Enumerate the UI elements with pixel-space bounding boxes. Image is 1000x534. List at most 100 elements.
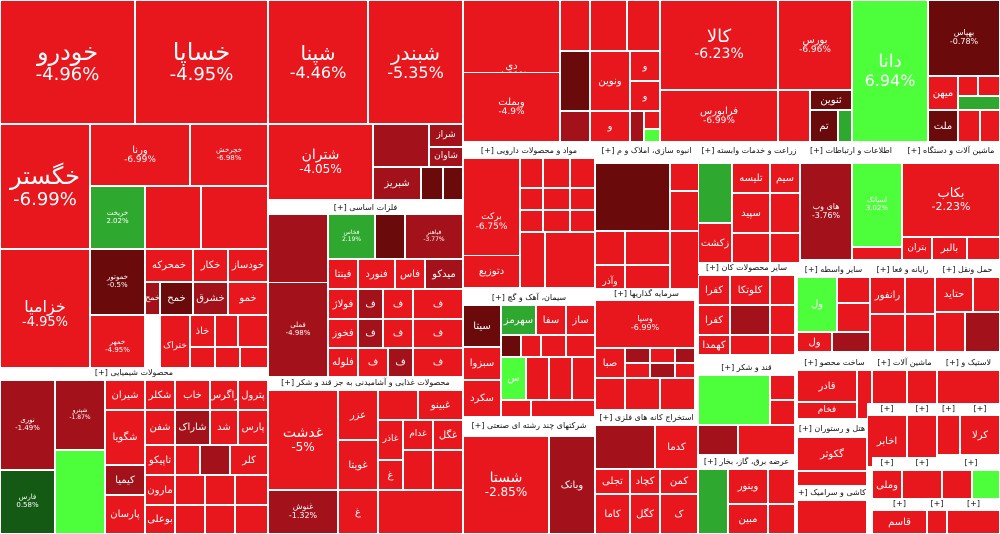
stock-tile[interactable]: خموتور -0.5%: [90, 249, 145, 315]
stock-tile[interactable]: [942, 470, 972, 500]
stock-tile[interactable]: [590, 0, 627, 51]
stock-tile[interactable]: ف: [413, 348, 463, 377]
stock-tile[interactable]: [238, 315, 268, 347]
stock-tile[interactable]: نوری -1.49%: [0, 380, 55, 470]
stock-tile[interactable]: خگستر -6.99%: [0, 124, 90, 249]
sector-header[interactable]: انبوه سازی، املاک و م [+]: [595, 145, 698, 157]
stock-tile[interactable]: [935, 312, 965, 352]
stock-tile[interactable]: [650, 363, 675, 378]
sector-header[interactable]: [+]: [927, 498, 947, 510]
sector-header[interactable]: فلزات اساسی [+]: [268, 202, 463, 214]
stock-tile[interactable]: کگل: [630, 494, 660, 534]
stock-tile[interactable]: [375, 214, 405, 259]
stock-tile[interactable]: [730, 305, 770, 335]
stock-tile[interactable]: تاپیکو: [145, 445, 175, 475]
stock-tile[interactable]: خچرخش -6.98%: [190, 124, 268, 186]
stock-tile[interactable]: غدام: [403, 420, 433, 450]
stock-tile[interactable]: [378, 490, 463, 534]
stock-tile[interactable]: فلوله: [328, 348, 358, 377]
stock-tile[interactable]: [373, 124, 429, 167]
stock-tile[interactable]: گکوثر: [797, 437, 867, 471]
stock-tile[interactable]: بکاب -2.23%: [902, 163, 1000, 237]
sector-header[interactable]: [+]: [867, 403, 907, 415]
stock-tile[interactable]: [958, 110, 980, 142]
stock-tile[interactable]: فخام: [797, 402, 857, 419]
sector-header[interactable]: هتل و رستوران [+]: [797, 423, 867, 435]
stock-tile[interactable]: وبملت -4.9%: [463, 72, 560, 142]
stock-tile[interactable]: [644, 129, 660, 142]
stock-tile[interactable]: [570, 158, 595, 188]
stock-tile[interactable]: [937, 415, 960, 455]
stock-tile[interactable]: مبین: [728, 504, 768, 534]
stock-tile[interactable]: شگویا: [105, 410, 145, 465]
stock-tile[interactable]: شراز: [429, 124, 463, 147]
stock-tile[interactable]: پترول: [238, 380, 268, 410]
stock-tile[interactable]: [541, 335, 566, 357]
stock-tile[interactable]: [965, 312, 1000, 352]
stock-tile[interactable]: [443, 167, 463, 200]
sector-header[interactable]: محصولات غذایی و آشامیدنی به جز قند و شکر…: [268, 377, 463, 389]
sector-header[interactable]: سرمایه گذاریها [+]: [595, 288, 698, 300]
stock-tile[interactable]: [543, 158, 570, 188]
stock-tile[interactable]: [531, 400, 595, 417]
stock-tile[interactable]: سهرمز: [501, 305, 536, 335]
stock-tile[interactable]: فارس 0.58%: [0, 470, 55, 534]
sector-header[interactable]: [+]: [947, 498, 1000, 510]
sector-header[interactable]: اطلاعات و ارتباطات [+]: [800, 145, 902, 157]
stock-tile[interactable]: [205, 475, 235, 505]
stock-tile[interactable]: [937, 370, 1000, 404]
stock-tile[interactable]: عزر: [338, 390, 378, 440]
stock-tile[interactable]: [521, 335, 541, 357]
stock-tile[interactable]: [730, 335, 770, 355]
stock-tile[interactable]: ف: [413, 319, 463, 348]
stock-tile[interactable]: [770, 233, 800, 263]
stock-tile[interactable]: [947, 510, 1000, 534]
stock-tile[interactable]: رانفور: [870, 277, 905, 314]
sector-header[interactable]: زراعت و خدمات وابسته [+]: [698, 145, 800, 157]
stock-tile[interactable]: ف: [358, 289, 383, 319]
stock-tile[interactable]: شپنا -4.46%: [268, 0, 368, 124]
stock-tile[interactable]: [838, 110, 852, 142]
stock-tile[interactable]: کلوتکا: [730, 275, 770, 305]
sector-header[interactable]: کاشی و سرامیک [+]: [797, 487, 867, 499]
stock-tile[interactable]: ثنوین: [810, 90, 852, 110]
sector-header[interactable]: ساخت محصو [+]: [797, 357, 872, 369]
sector-header[interactable]: مواد و محصولات دارویی [+]: [463, 145, 595, 157]
stock-tile[interactable]: کلر: [230, 445, 268, 475]
stock-tile[interactable]: [675, 363, 695, 378]
stock-tile[interactable]: شیران: [105, 380, 145, 410]
stock-tile[interactable]: فخوز: [328, 319, 358, 348]
stock-tile[interactable]: [175, 475, 205, 505]
sector-header[interactable]: [+]: [907, 403, 937, 415]
stock-tile[interactable]: [770, 335, 795, 355]
stock-tile[interactable]: [625, 363, 650, 378]
stock-tile[interactable]: خکار: [193, 249, 228, 282]
sector-header[interactable]: ماشین آلات [+]: [872, 357, 937, 369]
stock-tile[interactable]: [698, 469, 728, 534]
stock-tile[interactable]: [770, 275, 795, 305]
stock-tile[interactable]: [698, 375, 770, 425]
stock-tile[interactable]: پارس: [238, 410, 268, 445]
stock-tile[interactable]: [768, 504, 795, 534]
stock-tile[interactable]: و: [630, 81, 660, 111]
stock-tile[interactable]: [215, 315, 238, 347]
stock-tile[interactable]: [978, 76, 1000, 96]
stock-tile[interactable]: [644, 111, 660, 129]
sector-header[interactable]: رایانه و فعا [+]: [870, 264, 935, 276]
stock-tile[interactable]: تم: [810, 110, 838, 142]
stock-tile[interactable]: اسیاتک 3.02%: [852, 163, 902, 247]
sector-header[interactable]: [+]: [937, 403, 960, 415]
stock-tile[interactable]: فخاس 2.19%: [328, 214, 375, 259]
stock-tile[interactable]: ف: [358, 348, 388, 377]
stock-tile[interactable]: [201, 186, 268, 249]
stock-tile[interactable]: [501, 400, 531, 417]
stock-tile[interactable]: ف: [383, 289, 413, 319]
sector-header[interactable]: حمل ونقل [+]: [935, 264, 1000, 276]
stock-tile[interactable]: ورنا -6.99%: [90, 124, 190, 186]
stock-tile[interactable]: [837, 303, 870, 332]
stock-tile[interactable]: [560, 0, 590, 51]
stock-tile[interactable]: خریخت 2.02%: [90, 186, 145, 249]
stock-tile[interactable]: [595, 378, 625, 410]
stock-tile[interactable]: ک: [660, 494, 698, 534]
stock-tile[interactable]: خمو: [228, 282, 268, 315]
